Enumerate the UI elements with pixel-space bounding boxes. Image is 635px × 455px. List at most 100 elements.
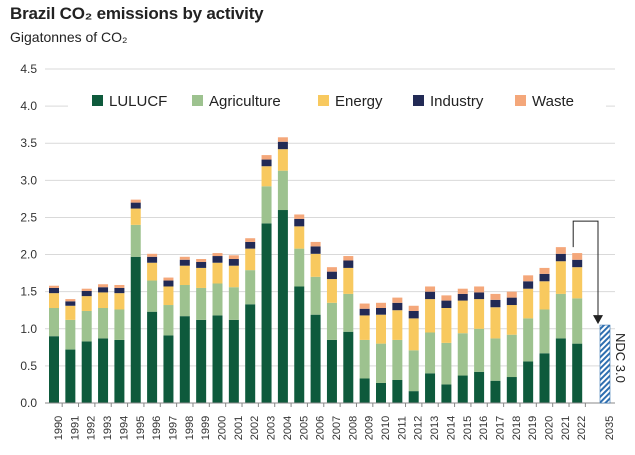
- bar-segment-industry: [490, 299, 501, 308]
- bar-segment-energy: [228, 265, 239, 288]
- bar-segment-waste: [441, 295, 452, 301]
- bar-segment-lulucf: [310, 314, 321, 403]
- bar-segment-lulucf: [523, 361, 534, 403]
- bar-segment-waste: [572, 253, 583, 260]
- x-tick-label: 1990: [53, 416, 65, 440]
- bar-segment-agriculture: [457, 333, 468, 376]
- bar-segment-agriculture: [359, 339, 370, 379]
- bar-segment-lulucf: [98, 338, 109, 403]
- x-tick-label: 2022: [576, 416, 588, 440]
- bar-segment-energy: [490, 307, 501, 339]
- bar-segment-energy: [65, 305, 76, 320]
- bar-segment-energy: [392, 310, 403, 340]
- bar-segment-waste: [294, 214, 305, 219]
- bar-segment-waste: [555, 247, 566, 254]
- x-tick-label: 2010: [380, 416, 392, 440]
- bar-segment-energy: [277, 149, 288, 171]
- bar-segment-waste: [163, 277, 174, 281]
- bar-segment-industry: [81, 290, 92, 297]
- y-tick-label: 3.0: [20, 173, 37, 187]
- bar-segment-agriculture: [114, 309, 125, 340]
- bar-segment-energy: [261, 166, 272, 187]
- x-tick-label: 2000: [217, 416, 229, 440]
- bar-segment-industry: [228, 259, 239, 266]
- x-tick-label: 2001: [233, 416, 245, 440]
- x-tick-label: 1998: [184, 416, 196, 440]
- bar-segment-energy: [441, 307, 452, 343]
- bar-segment-industry: [539, 273, 550, 282]
- bar-segment-agriculture: [441, 342, 452, 385]
- bar-segment-energy: [294, 226, 305, 249]
- bar-segment-industry: [457, 293, 468, 301]
- x-tick-label: 1999: [200, 416, 212, 440]
- bar-segment-lulucf: [196, 319, 207, 403]
- legend-label: LULUCF: [109, 93, 167, 110]
- bar-segment-agriculture: [81, 310, 92, 342]
- bar-segment-energy: [147, 262, 158, 281]
- y-tick-label: 0.5: [20, 359, 37, 373]
- bar-segment-industry: [506, 297, 517, 306]
- bar-segment-energy: [196, 267, 207, 288]
- bar-segment-industry: [245, 241, 256, 249]
- bar-segment-lulucf: [539, 353, 550, 403]
- bar-segment-lulucf: [179, 316, 190, 403]
- bar-segment-agriculture: [196, 287, 207, 320]
- bar-segment-agriculture: [425, 332, 436, 374]
- bar-segment-waste: [49, 285, 59, 288]
- x-tick-label: 2018: [511, 416, 523, 440]
- bar-segment-agriculture: [474, 328, 485, 372]
- bar-segment-agriculture: [408, 350, 419, 392]
- bar-segment-agriculture: [163, 305, 174, 336]
- bar-segment-energy: [572, 267, 583, 299]
- x-tick-label: 1995: [135, 416, 147, 440]
- bar-segment-waste: [147, 253, 158, 257]
- chart-title: Brazil CO₂ emissions by activity: [10, 4, 264, 23]
- bar-segment-energy: [425, 299, 436, 333]
- bar-segment-waste: [310, 241, 321, 247]
- bar-segment-industry: [49, 287, 59, 294]
- x-tick-label: 2020: [544, 416, 556, 440]
- x-tick-label: 1994: [118, 416, 130, 440]
- bar-segment-lulucf: [130, 256, 141, 403]
- bar-segment-waste: [408, 305, 419, 311]
- bar-segment-lulucf: [474, 371, 485, 403]
- bar-segment-agriculture: [310, 276, 321, 315]
- bar-segment-waste: [261, 155, 272, 160]
- bar-segment-agriculture: [326, 302, 337, 340]
- bar-segment-agriculture: [65, 319, 76, 350]
- bar-segment-waste: [392, 297, 403, 303]
- target-bar: [599, 324, 611, 404]
- bar-segment-energy: [81, 296, 92, 311]
- bar-segment-industry: [310, 246, 321, 254]
- bar-segment-industry: [326, 271, 337, 280]
- bar-segment-agriculture: [245, 270, 256, 305]
- y-tick-label: 1.0: [20, 322, 37, 336]
- bar-segment-agriculture: [343, 293, 354, 332]
- bar-segment-energy: [523, 288, 534, 319]
- bar-segment-industry: [147, 256, 158, 263]
- bar-segment-waste: [457, 288, 468, 294]
- bar-segment-industry: [392, 302, 403, 311]
- y-tick-label: 1.5: [20, 285, 37, 299]
- bar-segment-waste: [81, 288, 92, 291]
- bar-segment-waste: [539, 267, 550, 274]
- bar-segment-energy: [555, 261, 566, 294]
- legend-label: Energy: [335, 93, 383, 110]
- x-tick-label: 2016: [478, 416, 490, 440]
- x-tick-label: 2008: [347, 416, 359, 440]
- bar-segment-energy: [98, 292, 109, 308]
- bar-segment-industry: [196, 261, 207, 268]
- x-tick-label: 2009: [364, 416, 376, 440]
- connector-line: [572, 220, 599, 318]
- bar-segment-industry: [408, 310, 419, 319]
- bar-segment-energy: [114, 293, 125, 310]
- bar-segment-energy: [343, 267, 354, 294]
- x-tick-label: 1991: [69, 416, 81, 440]
- bar-segment-waste: [114, 284, 125, 288]
- x-tick-label: 2019: [527, 416, 539, 440]
- bar-segment-agriculture: [392, 339, 403, 380]
- bar-segment-energy: [457, 300, 468, 334]
- y-tick-label: 4.5: [20, 62, 37, 76]
- bar-segment-industry: [212, 256, 223, 263]
